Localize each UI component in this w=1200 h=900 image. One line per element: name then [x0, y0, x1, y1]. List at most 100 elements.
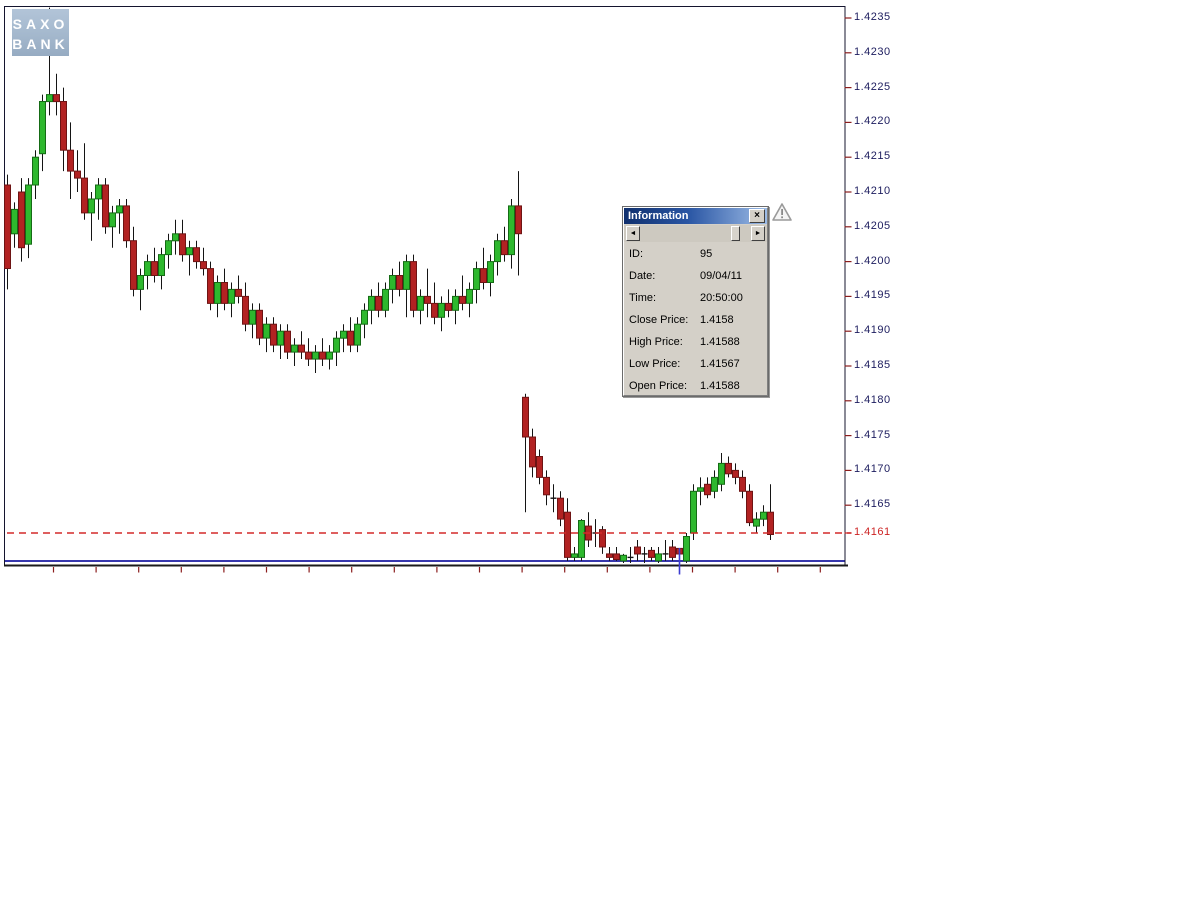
candle[interactable]: [480, 247, 487, 290]
candle[interactable]: [459, 275, 466, 311]
candle[interactable]: [60, 87, 67, 172]
candle[interactable]: [228, 282, 235, 318]
candle[interactable]: [515, 171, 522, 276]
candle[interactable]: [312, 345, 319, 373]
candle[interactable]: [571, 547, 578, 561]
candle[interactable]: [690, 484, 697, 540]
candle[interactable]: [585, 512, 592, 547]
candle[interactable]: [256, 303, 263, 346]
candle[interactable]: [354, 317, 361, 353]
candle[interactable]: [641, 547, 648, 563]
candle[interactable]: [172, 219, 179, 255]
candle[interactable]: [445, 289, 452, 318]
candle[interactable]: [200, 247, 207, 276]
candle[interactable]: [746, 484, 753, 527]
candle[interactable]: [389, 268, 396, 304]
information-window[interactable]: Information × ◄ ► ID: 95 Date: 09/04/11 Time…: [622, 206, 769, 397]
candle[interactable]: [550, 484, 557, 513]
candle[interactable]: [725, 456, 732, 478]
candle[interactable]: [25, 178, 32, 259]
candle[interactable]: [382, 282, 389, 318]
candle[interactable]: [158, 247, 165, 290]
candle[interactable]: [564, 498, 571, 561]
candle[interactable]: [221, 268, 228, 311]
candle[interactable]: [102, 178, 109, 234]
candle[interactable]: [95, 178, 102, 220]
candle[interactable]: [284, 324, 291, 359]
candle[interactable]: [662, 540, 669, 561]
candle[interactable]: [249, 303, 256, 339]
candle[interactable]: [732, 463, 739, 485]
candle[interactable]: [417, 289, 424, 325]
candle[interactable]: [347, 317, 354, 353]
candle[interactable]: [648, 547, 655, 561]
candle[interactable]: [137, 268, 144, 311]
candle[interactable]: [179, 219, 186, 262]
candle[interactable]: [186, 240, 193, 276]
candle[interactable]: [613, 547, 620, 561]
candle[interactable]: [508, 199, 515, 269]
candle[interactable]: [606, 547, 613, 561]
candle[interactable]: [130, 226, 137, 297]
candle[interactable]: [375, 282, 382, 318]
candle[interactable]: [634, 540, 641, 561]
candle[interactable]: [767, 484, 774, 540]
candle[interactable]: [67, 122, 74, 199]
scrollbar-thumb[interactable]: [731, 226, 740, 241]
candle[interactable]: [718, 453, 725, 492]
candle[interactable]: [193, 240, 200, 269]
candle[interactable]: [438, 296, 445, 332]
candle[interactable]: [739, 470, 746, 499]
candlestick-chart[interactable]: [0, 0, 900, 600]
candle[interactable]: [270, 317, 277, 353]
candle[interactable]: [760, 505, 767, 527]
candle[interactable]: [109, 205, 116, 248]
candle[interactable]: [207, 261, 214, 311]
candle[interactable]: [683, 533, 690, 563]
candle[interactable]: [536, 449, 543, 485]
candle[interactable]: [529, 428, 536, 478]
candle[interactable]: [305, 338, 312, 366]
candle[interactable]: [319, 338, 326, 366]
candle[interactable]: [74, 150, 81, 192]
candle[interactable]: [697, 477, 704, 506]
candle[interactable]: [235, 275, 242, 304]
candle[interactable]: [277, 324, 284, 359]
candle[interactable]: [333, 331, 340, 366]
candle[interactable]: [410, 254, 417, 318]
record-scrollbar[interactable]: ◄ ►: [624, 225, 767, 242]
candle[interactable]: [214, 275, 221, 318]
candle[interactable]: [18, 178, 25, 262]
candle[interactable]: [81, 143, 88, 220]
candle[interactable]: [753, 512, 760, 533]
candle[interactable]: [543, 470, 550, 506]
candle[interactable]: [165, 233, 172, 269]
candle[interactable]: [487, 254, 494, 297]
candle[interactable]: [578, 519, 585, 561]
candle[interactable]: [669, 540, 676, 561]
candle[interactable]: [263, 317, 270, 353]
candle[interactable]: [522, 393, 529, 513]
candle[interactable]: [599, 526, 606, 554]
candle[interactable]: [655, 547, 662, 563]
candle[interactable]: [242, 282, 249, 332]
candle[interactable]: [704, 477, 711, 499]
candle[interactable]: [501, 226, 508, 262]
candle[interactable]: [88, 192, 95, 241]
candle[interactable]: [620, 553, 627, 563]
candle[interactable]: [452, 289, 459, 325]
candle[interactable]: [396, 261, 403, 297]
scroll-left-icon[interactable]: ◄: [626, 226, 640, 241]
candle[interactable]: [627, 547, 634, 563]
scroll-right-icon[interactable]: ►: [751, 226, 765, 241]
candle[interactable]: [4, 174, 11, 290]
candle[interactable]: [424, 268, 431, 318]
candle[interactable]: [53, 73, 60, 116]
candle[interactable]: [32, 150, 39, 199]
candle[interactable]: [11, 202, 18, 248]
candle[interactable]: [403, 254, 410, 318]
candle[interactable]: [431, 282, 438, 325]
candle[interactable]: [473, 261, 480, 304]
candle[interactable]: [291, 338, 298, 366]
candle[interactable]: [368, 289, 375, 325]
